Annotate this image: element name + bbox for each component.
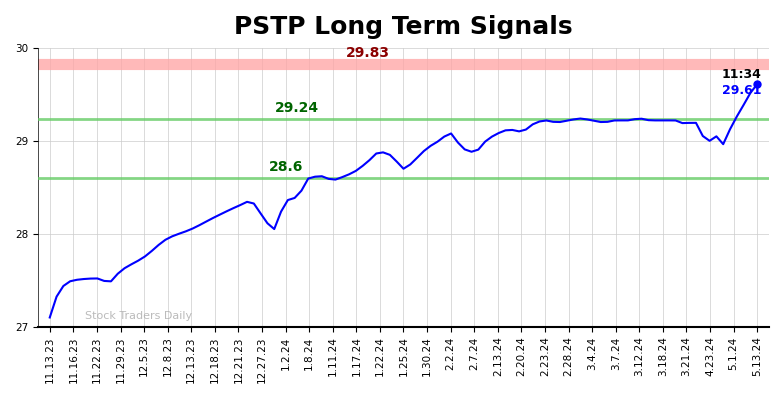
Text: 11:34: 11:34 bbox=[722, 68, 762, 81]
Text: Stock Traders Daily: Stock Traders Daily bbox=[85, 311, 192, 321]
Text: 29.61: 29.61 bbox=[722, 84, 762, 97]
Text: 29.24: 29.24 bbox=[275, 101, 319, 115]
Text: 29.83: 29.83 bbox=[346, 46, 390, 60]
Title: PSTP Long Term Signals: PSTP Long Term Signals bbox=[234, 15, 573, 39]
Text: 28.6: 28.6 bbox=[268, 160, 303, 174]
